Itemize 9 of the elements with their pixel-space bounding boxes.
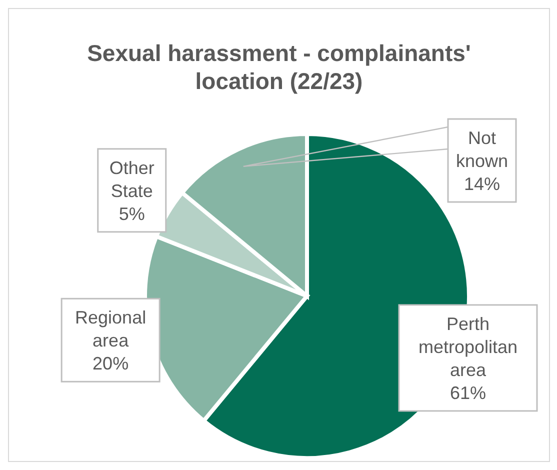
data-label: 61% — [450, 382, 486, 403]
data-label: 14% — [464, 174, 500, 194]
slice-label: Regional area — [75, 308, 146, 351]
chart-title: Sexual harassment - complainants' location (22/23) — [86, 39, 472, 95]
data-label: 20% — [92, 354, 129, 374]
slice-label: Not known — [456, 128, 508, 171]
slice-label: Other State — [109, 158, 154, 201]
slice-label: Perth metropolitan area — [418, 314, 518, 380]
data-label: 5% — [118, 204, 145, 224]
